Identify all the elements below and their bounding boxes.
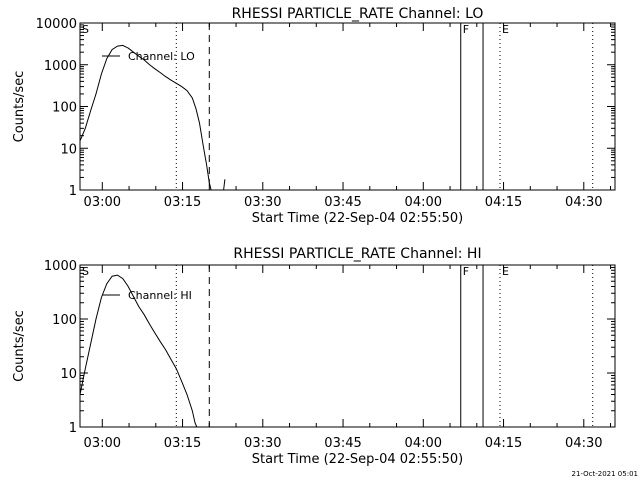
marker-label: F: [463, 23, 469, 36]
legend-label: Channel: HI: [128, 289, 192, 302]
y-tick-label: 10: [60, 142, 77, 157]
x-axis-label: Start Time (22-Sep-04 02:55:50): [252, 211, 463, 226]
x-tick-label: 04:15: [485, 195, 522, 210]
y-axis-label: Counts/sec: [12, 71, 27, 143]
marker-label: E: [502, 265, 509, 278]
x-tick-label: 03:15: [164, 195, 201, 210]
marker-label: F: [463, 265, 469, 278]
series-line: [223, 179, 226, 191]
x-tick-label: 04:00: [405, 195, 442, 210]
y-axis-label: Counts/sec: [12, 310, 27, 382]
y-tick-label: 100: [52, 313, 77, 328]
marker-label-start: S: [82, 23, 89, 36]
x-tick-label: 03:15: [164, 436, 201, 451]
chart-title: RHESSI PARTICLE_RATE Channel: HI: [233, 246, 481, 262]
x-tick-label: 03:30: [244, 436, 281, 451]
y-tick-label: 100: [52, 101, 77, 116]
y-tick-label: 10: [60, 367, 77, 382]
x-tick-label: 04:30: [565, 195, 602, 210]
x-tick-label: 03:45: [324, 195, 361, 210]
chart-title: RHESSI PARTICLE_RATE Channel: LO: [232, 6, 484, 22]
x-tick-label: 03:00: [84, 195, 121, 210]
x-tick-label: 04:15: [485, 436, 522, 451]
x-tick-label: 03:30: [244, 195, 281, 210]
x-tick-label: 03:45: [324, 436, 361, 451]
marker-label: E: [502, 23, 509, 36]
plot-frame: [79, 22, 616, 191]
x-tick-label: 04:00: [405, 436, 442, 451]
series-line: [79, 44, 212, 191]
plot-frame: [79, 264, 616, 428]
x-tick-label: 03:00: [84, 436, 121, 451]
series-line: [79, 274, 198, 428]
x-tick-label: 04:30: [565, 436, 602, 451]
y-tick-label: 1000: [44, 59, 77, 74]
legend-label: Channel: LO: [128, 50, 195, 63]
marker-label-start: S: [82, 265, 89, 278]
y-tick-label: 1000: [44, 259, 77, 274]
y-tick-label: 1: [69, 184, 77, 199]
chart-lo-channel: RHESSI PARTICLE_RATE Channel: LO 1 10 100 10…: [12, 6, 616, 226]
x-axis-label: Start Time (22-Sep-04 02:55:50): [252, 452, 463, 467]
y-tick-label: 10000: [36, 17, 77, 32]
chart-hi-channel: RHESSI PARTICLE_RATE Channel: HI 1 10 100 10…: [12, 246, 616, 467]
footer-timestamp: 21-Oct-2021 05:01: [572, 470, 638, 478]
y-tick-label: 1: [69, 421, 77, 436]
